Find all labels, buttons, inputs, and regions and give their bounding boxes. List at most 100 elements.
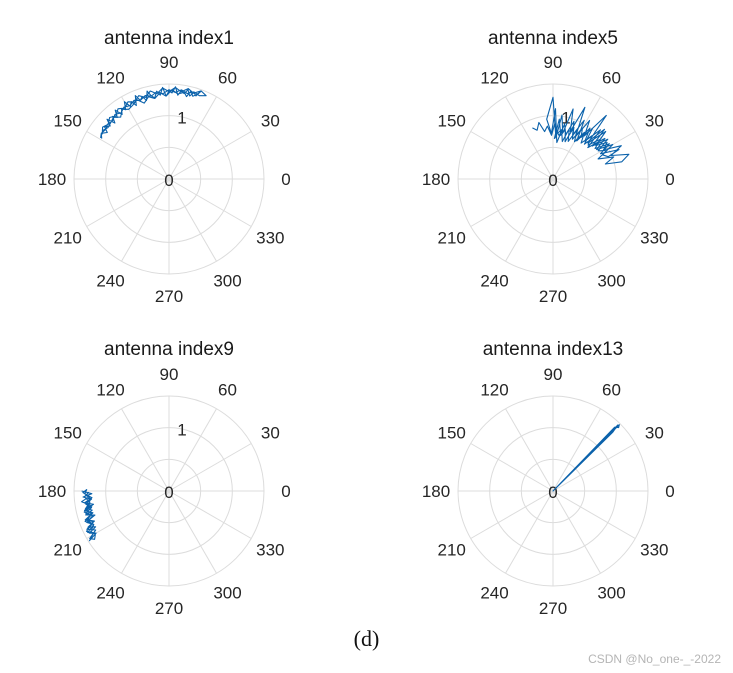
r-tick-0: 0 bbox=[164, 171, 173, 190]
series-line-1 bbox=[81, 489, 97, 542]
theta-tick-330: 330 bbox=[256, 229, 284, 248]
theta-tick-150: 150 bbox=[437, 424, 465, 443]
plot-title: antenna index1 bbox=[104, 28, 234, 49]
grid-spoke-120 bbox=[121, 408, 170, 492]
theta-tick-150: 150 bbox=[53, 112, 81, 131]
r-tick-1: 1 bbox=[177, 421, 186, 440]
grid-spoke-300 bbox=[168, 490, 217, 574]
grid-spoke-300 bbox=[168, 178, 217, 262]
theta-tick-30: 30 bbox=[261, 112, 280, 131]
grid-spoke-240 bbox=[505, 490, 554, 574]
grid-spoke-210 bbox=[470, 490, 554, 539]
series-line-1 bbox=[100, 86, 207, 139]
grid-spoke-240 bbox=[121, 178, 170, 262]
figure-caption: (d) bbox=[353, 626, 380, 651]
grid-spoke-300 bbox=[552, 178, 601, 262]
theta-tick-180: 180 bbox=[422, 482, 450, 501]
grid-spoke-60 bbox=[552, 408, 601, 492]
theta-tick-30: 30 bbox=[261, 424, 280, 443]
theta-tick-180: 180 bbox=[38, 170, 66, 189]
grid-spoke-120 bbox=[505, 96, 554, 180]
theta-tick-60: 60 bbox=[218, 381, 237, 400]
theta-tick-300: 300 bbox=[597, 583, 625, 602]
grid-spoke-330 bbox=[168, 490, 252, 539]
theta-tick-210: 210 bbox=[437, 229, 465, 248]
plot-title: antenna index13 bbox=[483, 339, 624, 360]
grid-spoke-330 bbox=[552, 178, 636, 227]
series-line-1 bbox=[552, 424, 620, 492]
theta-tick-0: 0 bbox=[665, 482, 674, 501]
r-tick-1: 1 bbox=[561, 109, 570, 128]
grid-spoke-240 bbox=[121, 490, 170, 574]
grid-spoke-30 bbox=[168, 131, 252, 180]
watermark-text: CSDN @No_one-_-2022 bbox=[588, 652, 721, 666]
theta-tick-240: 240 bbox=[480, 271, 508, 290]
theta-tick-150: 150 bbox=[53, 424, 81, 443]
theta-tick-30: 30 bbox=[645, 424, 664, 443]
theta-tick-330: 330 bbox=[256, 541, 284, 560]
grid-spoke-330 bbox=[168, 178, 252, 227]
theta-tick-270: 270 bbox=[539, 599, 567, 618]
plot-title: antenna index9 bbox=[104, 339, 234, 360]
r-tick-0: 0 bbox=[548, 483, 557, 502]
theta-tick-300: 300 bbox=[597, 271, 625, 290]
series-line-1 bbox=[532, 96, 630, 165]
grid-spoke-120 bbox=[505, 408, 554, 492]
grid-spoke-120 bbox=[121, 96, 170, 180]
theta-tick-120: 120 bbox=[96, 381, 124, 400]
grid-spoke-150 bbox=[470, 131, 554, 180]
grid-spoke-30 bbox=[552, 443, 636, 492]
theta-tick-240: 240 bbox=[96, 271, 124, 290]
grid-spoke-210 bbox=[86, 178, 170, 227]
polar-plot-antenna-index13: antenna index13 0 30 60 90 120 150 180 210 240 270… bbox=[422, 339, 675, 618]
theta-tick-180: 180 bbox=[422, 170, 450, 189]
theta-tick-270: 270 bbox=[539, 287, 567, 306]
theta-tick-30: 30 bbox=[645, 112, 664, 131]
grid-spoke-30 bbox=[168, 443, 252, 492]
r-tick-1: 1 bbox=[177, 109, 186, 128]
theta-tick-150: 150 bbox=[437, 112, 465, 131]
polar-plot-antenna-index9: antenna index9 0 30 60 90 120 150 180 210 240 270 3… bbox=[38, 339, 291, 618]
theta-tick-60: 60 bbox=[602, 69, 621, 88]
theta-tick-0: 0 bbox=[281, 170, 290, 189]
grid-spoke-210 bbox=[470, 178, 554, 227]
theta-tick-270: 270 bbox=[155, 287, 183, 306]
r-tick-0: 0 bbox=[164, 483, 173, 502]
theta-tick-120: 120 bbox=[480, 69, 508, 88]
grid-spoke-300 bbox=[552, 490, 601, 574]
grid-spoke-30 bbox=[552, 131, 636, 180]
theta-tick-90: 90 bbox=[544, 53, 563, 72]
theta-tick-330: 330 bbox=[640, 541, 668, 560]
grid-spoke-210 bbox=[86, 490, 170, 539]
grid-spoke-60 bbox=[168, 408, 217, 492]
theta-tick-0: 0 bbox=[281, 482, 290, 501]
theta-tick-120: 120 bbox=[480, 381, 508, 400]
polar-plot-antenna-index5: antenna index5 0 30 60 90 120 150 180 210 240 270 3… bbox=[422, 28, 675, 306]
theta-tick-330: 330 bbox=[640, 229, 668, 248]
theta-tick-210: 210 bbox=[53, 541, 81, 560]
r-tick-0: 0 bbox=[548, 171, 557, 190]
theta-tick-90: 90 bbox=[160, 53, 179, 72]
theta-tick-0: 0 bbox=[665, 170, 674, 189]
theta-tick-90: 90 bbox=[544, 365, 563, 384]
grid-spoke-150 bbox=[470, 443, 554, 492]
theta-tick-270: 270 bbox=[155, 599, 183, 618]
theta-tick-210: 210 bbox=[437, 541, 465, 560]
theta-tick-120: 120 bbox=[96, 69, 124, 88]
plot-title: antenna index5 bbox=[488, 28, 618, 49]
theta-tick-180: 180 bbox=[38, 482, 66, 501]
polar-plot-antenna-index1: antenna index1 0 30 60 90 120 150 180 210 240 270 3… bbox=[38, 28, 291, 306]
theta-tick-300: 300 bbox=[213, 583, 241, 602]
theta-tick-300: 300 bbox=[213, 271, 241, 290]
grid-spoke-150 bbox=[86, 131, 170, 180]
theta-tick-60: 60 bbox=[602, 381, 621, 400]
grid-spoke-60 bbox=[168, 96, 217, 180]
theta-tick-240: 240 bbox=[96, 583, 124, 602]
grid-spoke-330 bbox=[552, 490, 636, 539]
grid-spoke-150 bbox=[86, 443, 170, 492]
grid-spoke-60 bbox=[552, 96, 601, 180]
theta-tick-210: 210 bbox=[53, 229, 81, 248]
theta-tick-240: 240 bbox=[480, 583, 508, 602]
theta-tick-90: 90 bbox=[160, 365, 179, 384]
